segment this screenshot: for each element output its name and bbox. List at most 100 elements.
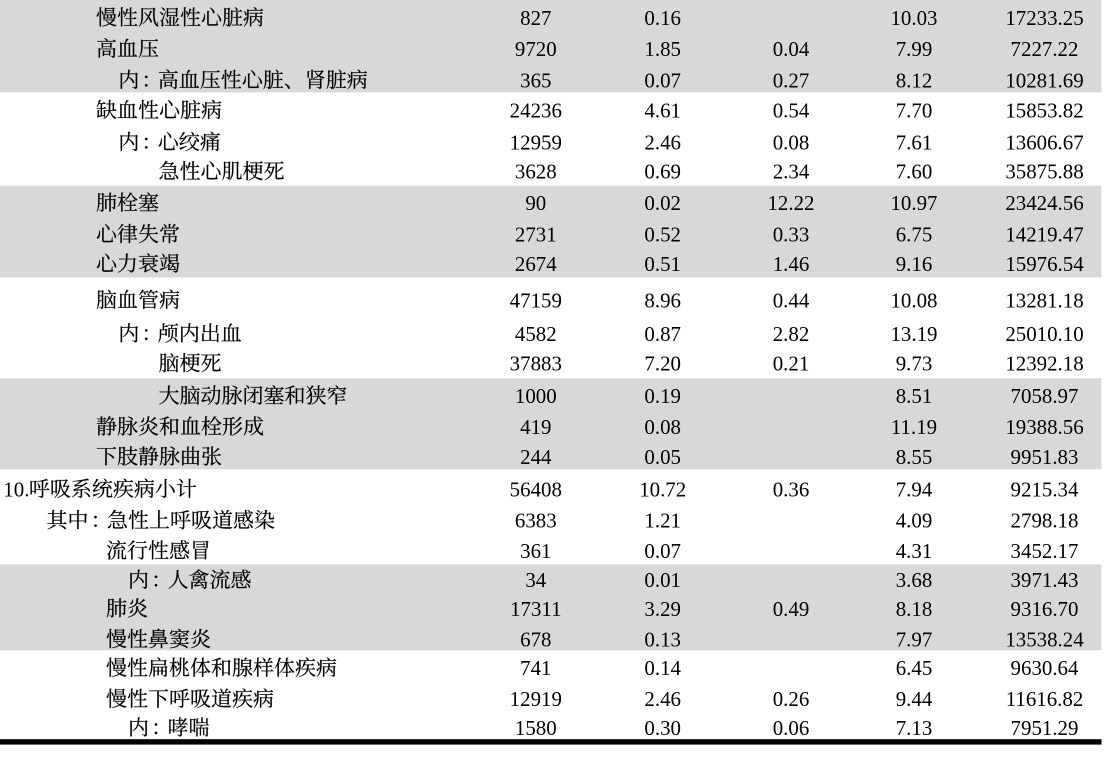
svg-text:2.82: 2.82: [773, 322, 810, 346]
svg-text:7.97: 7.97: [896, 628, 933, 652]
svg-text:13606.67: 13606.67: [1005, 130, 1083, 154]
svg-text:9.16: 9.16: [896, 252, 933, 276]
svg-text:0.49: 0.49: [773, 597, 810, 621]
svg-text:0.01: 0.01: [644, 568, 681, 592]
svg-text:1580: 1580: [515, 716, 557, 740]
svg-text:0.21: 0.21: [773, 352, 810, 376]
svg-text:2.34: 2.34: [773, 160, 810, 184]
svg-text:8.96: 8.96: [644, 288, 681, 312]
svg-text:827: 827: [520, 6, 551, 30]
svg-text:9720: 9720: [515, 37, 557, 61]
svg-text:4582: 4582: [515, 322, 557, 346]
svg-text:678: 678: [520, 628, 551, 652]
svg-text:17311: 17311: [510, 597, 561, 621]
svg-text:7.60: 7.60: [896, 160, 933, 184]
svg-text:6.75: 6.75: [896, 223, 933, 247]
svg-text:1000: 1000: [515, 384, 557, 408]
svg-text:13538.24: 13538.24: [1005, 628, 1084, 652]
svg-text:9951.83: 9951.83: [1011, 445, 1079, 469]
svg-text:3.68: 3.68: [896, 568, 933, 592]
svg-text:3971.43: 3971.43: [1011, 568, 1079, 592]
svg-text:365: 365: [520, 68, 551, 92]
svg-text:0.26: 0.26: [773, 687, 810, 711]
svg-text:0.87: 0.87: [644, 322, 681, 346]
svg-text:244: 244: [520, 445, 552, 469]
svg-text:14219.47: 14219.47: [1005, 223, 1083, 247]
svg-text:3.29: 3.29: [644, 597, 681, 621]
svg-text:0.07: 0.07: [644, 539, 681, 563]
svg-text:90: 90: [525, 191, 546, 215]
svg-text:2.46: 2.46: [644, 687, 681, 711]
svg-text:0.27: 0.27: [773, 68, 810, 92]
svg-text:2731: 2731: [515, 223, 557, 247]
svg-text:2798.18: 2798.18: [1011, 509, 1079, 533]
svg-text:0.07: 0.07: [644, 68, 681, 92]
svg-text:1.46: 1.46: [773, 252, 810, 276]
svg-text:0.05: 0.05: [644, 445, 681, 469]
svg-text:23424.56: 23424.56: [1005, 191, 1083, 215]
svg-text:34: 34: [525, 568, 546, 592]
svg-text:25010.10: 25010.10: [1005, 322, 1083, 346]
svg-text:7.99: 7.99: [896, 37, 933, 61]
svg-text:741: 741: [520, 656, 551, 680]
svg-text:8.18: 8.18: [896, 597, 933, 621]
svg-text:19388.56: 19388.56: [1005, 415, 1083, 439]
svg-text:4.61: 4.61: [644, 99, 681, 123]
svg-text:15853.82: 15853.82: [1005, 99, 1083, 123]
svg-text:35875.88: 35875.88: [1005, 160, 1083, 184]
svg-text:17233.25: 17233.25: [1005, 6, 1083, 30]
svg-text:7.13: 7.13: [896, 716, 933, 740]
svg-text:11616.82: 11616.82: [1006, 687, 1084, 711]
svg-text:1.21: 1.21: [644, 509, 681, 533]
svg-text:47159: 47159: [510, 288, 562, 312]
svg-text:1.85: 1.85: [644, 37, 681, 61]
svg-text:8.12: 8.12: [896, 68, 933, 92]
svg-text:0.51: 0.51: [644, 252, 681, 276]
svg-text:6.45: 6.45: [896, 656, 933, 680]
svg-text:7951.29: 7951.29: [1011, 716, 1079, 740]
svg-text:7.20: 7.20: [644, 352, 681, 376]
svg-text:2.46: 2.46: [644, 130, 681, 154]
svg-text:37883: 37883: [510, 352, 562, 376]
svg-text:12959: 12959: [510, 130, 562, 154]
svg-text:8.51: 8.51: [896, 384, 933, 408]
svg-text:10.03: 10.03: [890, 6, 937, 30]
svg-text:9316.70: 9316.70: [1011, 597, 1079, 621]
svg-text:6383: 6383: [515, 509, 557, 533]
svg-text:12919: 12919: [510, 687, 562, 711]
svg-text:7.94: 7.94: [896, 477, 933, 501]
svg-text:9630.64: 9630.64: [1011, 656, 1079, 680]
svg-text:0.44: 0.44: [773, 288, 810, 312]
svg-text:0.33: 0.33: [773, 223, 810, 247]
svg-text:9215.34: 9215.34: [1011, 477, 1079, 501]
svg-text:0.30: 0.30: [644, 716, 681, 740]
svg-text:10.97: 10.97: [890, 191, 937, 215]
svg-text:361: 361: [520, 539, 551, 563]
svg-text:7058.97: 7058.97: [1011, 384, 1079, 408]
svg-text:15976.54: 15976.54: [1005, 252, 1084, 276]
svg-text:8.55: 8.55: [896, 445, 933, 469]
svg-text:7227.22: 7227.22: [1011, 37, 1079, 61]
svg-text:419: 419: [520, 415, 551, 439]
svg-text:4.09: 4.09: [896, 509, 933, 533]
svg-text:0.08: 0.08: [644, 415, 681, 439]
svg-text:0.16: 0.16: [644, 6, 681, 30]
svg-text:0.06: 0.06: [773, 716, 810, 740]
svg-text:9.73: 9.73: [896, 352, 933, 376]
svg-text:0.14: 0.14: [644, 656, 681, 680]
svg-text:10.08: 10.08: [890, 288, 937, 312]
svg-text:12392.18: 12392.18: [1005, 352, 1083, 376]
svg-text:56408: 56408: [510, 477, 562, 501]
svg-text:4.31: 4.31: [896, 539, 933, 563]
svg-text:3628: 3628: [515, 160, 557, 184]
svg-text:0.52: 0.52: [644, 223, 681, 247]
svg-text:13.19: 13.19: [890, 322, 937, 346]
svg-text:0.08: 0.08: [773, 130, 810, 154]
svg-text:10.: 10.: [3, 477, 29, 501]
svg-text:10281.69: 10281.69: [1005, 68, 1083, 92]
svg-text:0.04: 0.04: [773, 37, 810, 61]
svg-text:0.02: 0.02: [644, 191, 681, 215]
svg-text:11.19: 11.19: [891, 415, 937, 439]
svg-text:0.13: 0.13: [644, 628, 681, 652]
svg-text:13281.18: 13281.18: [1005, 288, 1083, 312]
